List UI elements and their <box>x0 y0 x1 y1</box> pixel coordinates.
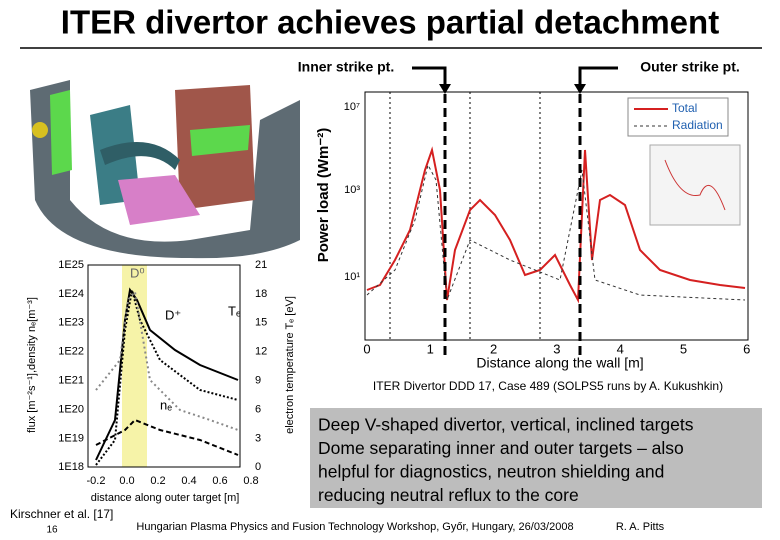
text-box <box>310 408 762 508</box>
y-axis-label: flux [m⁻²s⁻¹],density nₑ[m⁻³] <box>26 297 38 433</box>
x-tick-label: 0.2 <box>150 475 165 487</box>
curve-label: nₑ <box>160 397 172 412</box>
y-tick-label: 1E22 <box>58 346 84 358</box>
bullet-text: Deep V-shaped divertor, vertical, inclin… <box>318 415 694 506</box>
legend-label: Radiation <box>672 118 723 132</box>
author: R. A. Pitts <box>616 521 665 533</box>
y2-tick-label: 9 <box>255 375 261 387</box>
x-tick-label: 2 <box>490 341 497 356</box>
y2-tick-label: 6 <box>255 403 261 415</box>
curve <box>95 418 239 456</box>
inner-strike-label: Inner strike pt. <box>298 59 394 75</box>
slide-title: ITER divertor achieves partial detachmen… <box>61 4 719 41</box>
y-tick-label: 1E19 <box>58 432 84 444</box>
y-tick-label: 1E23 <box>58 317 84 329</box>
y-ticks: 10⁷ 10³ 10¹ Total Radiation <box>344 101 723 283</box>
bullet-line: helpful for diagnostics, neutron shieldi… <box>318 462 664 482</box>
curve-label: D⁰ <box>130 265 145 280</box>
y2-tick-label: 3 <box>255 432 261 444</box>
x-tick-label: -0.2 <box>87 475 106 487</box>
x-axis-label: distance along outer target [m] <box>91 492 240 504</box>
x-tick-label: 0.0 <box>119 475 134 487</box>
reference: Kirschner et al. [17] <box>10 507 113 521</box>
y-tick-label: 10⁷ <box>344 101 360 113</box>
arrowhead <box>439 84 451 94</box>
y-tick-label: 1E21 <box>58 375 84 387</box>
x-tick-label: 1 <box>427 341 434 356</box>
y2-tick-label: 12 <box>255 346 267 358</box>
x-tick-label: 3 <box>553 341 560 356</box>
plot-frame <box>87 264 241 468</box>
bullet-line: reducing neutral reflux to the core <box>318 485 579 505</box>
legend-label: Total <box>672 101 697 115</box>
legend-box <box>627 97 729 137</box>
divertor-illustration <box>30 80 300 259</box>
x-tick-label: 0.4 <box>181 475 196 487</box>
y2-tick-label: 15 <box>255 317 267 329</box>
curve-label: D⁺ <box>165 307 181 322</box>
inset-layout <box>649 144 741 226</box>
target-ticks: 1E25 1E24 1E23 1E22 1E21 1E20 1E19 1E18 21 18 15 12… <box>58 259 267 487</box>
event: Hungarian Plasma Physics and Fusion Tech… <box>136 521 573 533</box>
x-tick-label: 0 <box>363 341 370 356</box>
y-tick-label: 1E24 <box>58 288 84 300</box>
x-tick-label: 4 <box>617 341 624 356</box>
x-tick-label: 5 <box>680 341 687 356</box>
x-tick-label: 0.8 <box>243 475 258 487</box>
y2-tick-label: 18 <box>255 288 267 300</box>
curve <box>95 287 239 461</box>
y-tick-label: 1E18 <box>58 461 84 473</box>
y2-tick-label: 21 <box>255 259 267 271</box>
x-tick-label: 6 <box>743 341 750 356</box>
y-tick-label: 10¹ <box>344 271 360 283</box>
y-tick-label: 1E20 <box>58 403 84 415</box>
x-tick-label: 0.6 <box>212 475 227 487</box>
plot-caption: ITER Divertor DDD 17, Case 489 (SOLPS5 r… <box>373 379 723 393</box>
y-tick-label: 10³ <box>344 184 360 196</box>
curve-label: Tₑ <box>228 303 241 318</box>
power-plot: Power load (Wm⁻²) Distance along the wal… <box>315 91 749 371</box>
total-curve <box>366 146 746 304</box>
x-ticks: 0 1 2 3 4 5 6 <box>363 341 750 356</box>
inset-outline <box>664 159 726 211</box>
x-axis-label: Distance along the wall [m] <box>476 355 643 371</box>
arrowhead <box>574 84 586 94</box>
target-plot: distance along outer target [m] flux [m⁻… <box>26 264 296 504</box>
outer-strike-label: Outer strike pt. <box>640 59 740 75</box>
y-tick-label: 1E25 <box>58 259 84 271</box>
page-number: 16 <box>46 525 58 536</box>
highlight-band <box>122 265 147 467</box>
curve <box>95 289 239 466</box>
bullet-line: Dome separating inner and outer targets … <box>318 438 684 458</box>
y2-tick-label: 0 <box>255 461 261 473</box>
y-axis-label: Power load (Wm⁻²) <box>315 128 332 263</box>
bullet-line: Deep V-shaped divertor, vertical, inclin… <box>318 415 694 435</box>
radiation-curve <box>366 163 746 301</box>
y2-axis-label: electron temperature Tₑ [eV] <box>284 296 296 434</box>
